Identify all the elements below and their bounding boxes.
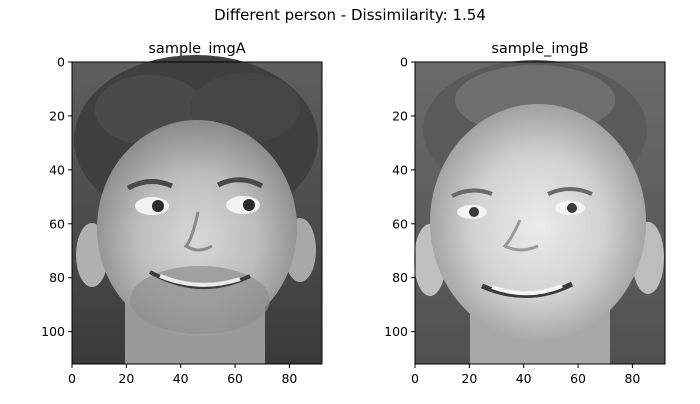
panel-b: sample_imgB [384,41,666,386]
panel-b-x-tick-label: 40 [516,371,532,386]
panel-a-x-tick-label: 80 [281,371,297,386]
panel-b-y-tick-label: 80 [392,270,408,285]
panel-b-y-tick-label: 0 [400,55,408,70]
panel-a-y-ticks: 0 20 40 60 80 100 [41,55,72,339]
panel-a: sample_imgA [41,41,323,386]
panel-a-x-tick-label: 20 [118,371,134,386]
panel-b-x-tick-label: 20 [461,371,477,386]
panel-b-y-tick-label: 100 [384,324,408,339]
panel-a-y-tick-label: 80 [49,270,65,285]
panel-a-x-tick-label: 40 [173,371,189,386]
panel-a-y-tick-label: 20 [49,108,65,123]
panel-a-x-ticks: 0 20 40 60 80 [68,364,297,386]
panel-a-y-tick-label: 60 [49,216,65,231]
panel-a-x-tick-label: 60 [227,371,243,386]
panel-a-x-tick-label: 0 [68,371,76,386]
figure-title: Different person - Dissimilarity: 1.54 [214,6,486,24]
panel-a-image [72,55,322,364]
panel-b-x-ticks: 0 20 40 60 80 [411,364,640,386]
panel-a-y-tick-label: 40 [49,162,65,177]
panel-a-y-tick-label: 100 [41,324,65,339]
panel-b-y-tick-label: 40 [392,162,408,177]
panel-b-x-tick-label: 80 [624,371,640,386]
panel-b-image [414,60,665,364]
panel-b-y-tick-label: 60 [392,216,408,231]
panel-b-y-ticks: 0 20 40 60 80 100 [384,55,415,339]
panel-b-x-tick-label: 60 [570,371,586,386]
panel-b-x-tick-label: 0 [411,371,419,386]
panel-a-title: sample_imgA [148,41,245,57]
panel-b-title: sample_imgB [491,41,588,57]
panel-b-y-tick-label: 20 [392,108,408,123]
panel-a-frame [71,61,323,365]
panel-a-y-tick-label: 0 [57,55,65,70]
panel-b-frame [414,61,666,365]
